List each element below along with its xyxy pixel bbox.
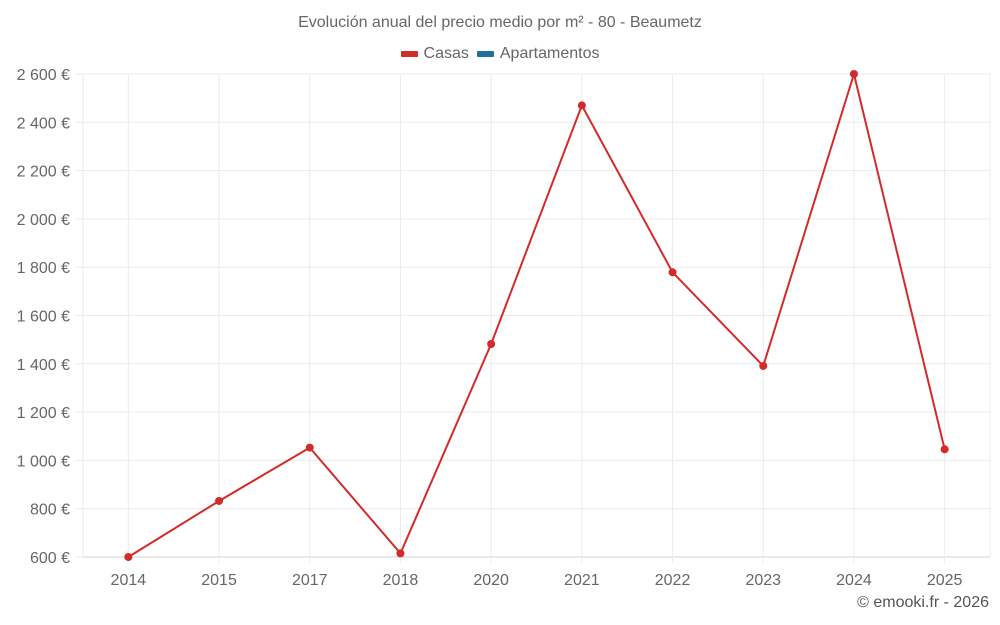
data-point[interactable]	[849, 70, 858, 78]
data-point[interactable]	[577, 101, 586, 110]
data-point[interactable]	[668, 268, 677, 277]
y-tick-label: 2 400 €	[17, 115, 70, 132]
data-point[interactable]	[759, 361, 768, 370]
legend-swatch-apartamentos-icon	[476, 51, 494, 57]
data-point[interactable]	[124, 553, 133, 561]
data-point[interactable]	[396, 549, 405, 558]
legend-item-apartamentos[interactable]: Apartamentos	[476, 45, 600, 63]
y-tick-label: 2 200 €	[17, 164, 70, 181]
legend-label-casas: Casas	[423, 45, 469, 62]
credit-text: © emooki.fr - 2026	[857, 594, 989, 611]
x-tick-label: 2022	[655, 572, 691, 589]
legend-label-apartamentos: Apartamentos	[499, 45, 600, 62]
x-tick-label: 2020	[473, 572, 509, 589]
x-tick-label: 2021	[564, 572, 600, 589]
legend: Casas Apartamentos	[0, 45, 1000, 63]
x-tick-label: 2025	[927, 572, 963, 589]
chart-title: Evolución anual del precio medio por m² …	[298, 14, 702, 31]
data-point[interactable]	[940, 445, 949, 454]
y-tick-label: 1 600 €	[17, 309, 70, 326]
x-tick-label: 2023	[745, 572, 781, 589]
y-tick-label: 600 €	[30, 550, 70, 567]
y-tick-label: 1 400 €	[17, 357, 70, 374]
data-point[interactable]	[305, 443, 314, 452]
x-tick-label: 2014	[111, 572, 147, 589]
y-tick-label: 2 000 €	[17, 212, 70, 229]
y-tick-label: 1 000 €	[17, 453, 70, 470]
y-tick-label: 2 600 €	[17, 67, 70, 84]
y-tick-label: 1 200 €	[17, 405, 70, 422]
legend-swatch-casas-icon	[400, 51, 418, 57]
y-tick-label: 1 800 €	[17, 260, 70, 277]
x-tick-label: 2018	[383, 572, 419, 589]
legend-item-casas[interactable]: Casas	[400, 45, 469, 63]
series-line-casas	[127, 73, 946, 558]
x-tick-label: 2015	[201, 572, 237, 589]
data-point[interactable]	[215, 496, 224, 505]
y-tick-label: 800 €	[30, 502, 70, 519]
x-tick-label: 2024	[836, 572, 872, 589]
data-point[interactable]	[487, 339, 496, 348]
x-tick-label: 2017	[292, 572, 328, 589]
